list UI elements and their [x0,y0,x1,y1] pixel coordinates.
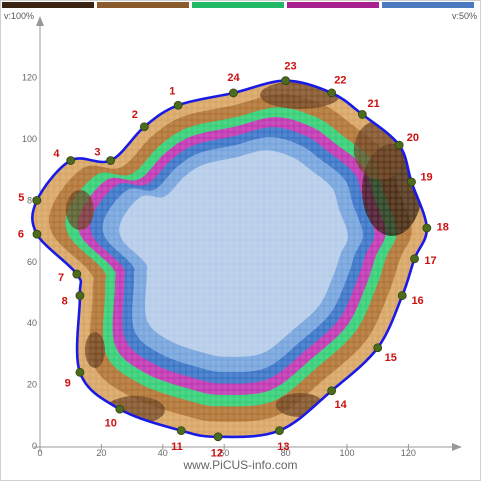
sensor-marker [32,229,42,239]
sensor-marker [327,88,337,98]
sensor-label: 11 [171,441,183,453]
y-tick-label: 0 [32,441,37,451]
sensor-marker [327,386,337,396]
sensor-marker [176,426,186,436]
color-bar-segment [97,2,189,8]
sensor-label: 19 [420,172,432,184]
color-bar-segment [287,2,379,8]
sensor-label: 13 [277,441,289,453]
sensor-marker [229,88,238,98]
sensor-marker [410,254,419,264]
x-tick-label: 60 [219,448,229,458]
sensor-label: 14 [334,399,347,411]
sensor-label: 2 [132,109,138,121]
sensor-label: 21 [368,98,380,110]
sensor-marker [75,291,85,300]
sensor-marker [139,122,149,132]
scale-right-label: v:50% [451,11,477,21]
sensor-label: 3 [94,146,100,158]
sensor-marker [373,343,383,353]
sensor-marker [394,140,404,150]
sensor-label: 5 [18,192,24,204]
sensor-marker [281,76,291,86]
x-axis-arrow [452,443,462,451]
y-tick-label: 60 [27,257,37,267]
sensor-label: 20 [407,132,419,144]
sensor-label: 12 [211,448,223,460]
sensor-marker [357,110,367,119]
sensor-label: 24 [227,72,240,84]
sensor-label: 8 [62,296,68,308]
color-bar-segment [2,2,94,8]
x-tick-label: 100 [339,448,354,458]
sensor-label: 17 [424,255,436,267]
x-tick-label: 0 [37,448,42,458]
sensor-label: 22 [334,75,346,87]
sensor-label: 16 [411,295,423,307]
sensor-label: 15 [385,352,397,364]
x-tick-label: 80 [281,448,291,458]
sensor-marker [397,291,407,300]
sensor-label: 23 [284,60,296,72]
sensor-marker [275,426,284,436]
sensor-marker [106,156,116,165]
sensor-marker [173,100,183,110]
x-tick-label: 120 [401,448,416,458]
sensor-label: 6 [18,228,24,240]
sensor-marker [66,156,76,165]
sensor-label: 18 [437,222,449,234]
y-tick-label: 120 [22,73,37,83]
color-scale-bar [2,2,474,8]
y-tick-label: 100 [22,134,37,144]
sensor-label: 1 [169,85,175,97]
sensor-label: 9 [65,378,71,390]
x-tick-label: 20 [96,448,106,458]
sensor-marker [407,177,416,187]
sensor-marker [115,404,125,414]
y-tick-label: 20 [27,380,37,390]
website-credit: www.PiCUS-info.com [183,458,298,472]
sensor-marker [75,367,85,377]
x-tick-label: 40 [158,448,168,458]
sensor-marker [72,269,82,279]
color-bar-segment [382,2,474,8]
sensor-label: 10 [105,417,117,429]
y-tick-label: 40 [27,318,37,328]
color-bar-segment [192,2,284,8]
sensor-marker [422,223,432,233]
y-tick-label: 80 [27,195,37,205]
y-axis-arrow [36,16,44,26]
sensor-marker [32,195,42,205]
sensor-marker [213,432,223,442]
sensor-label: 7 [58,272,64,284]
sensor-label: 4 [53,148,60,160]
scale-left-label: v:100% [4,11,35,21]
